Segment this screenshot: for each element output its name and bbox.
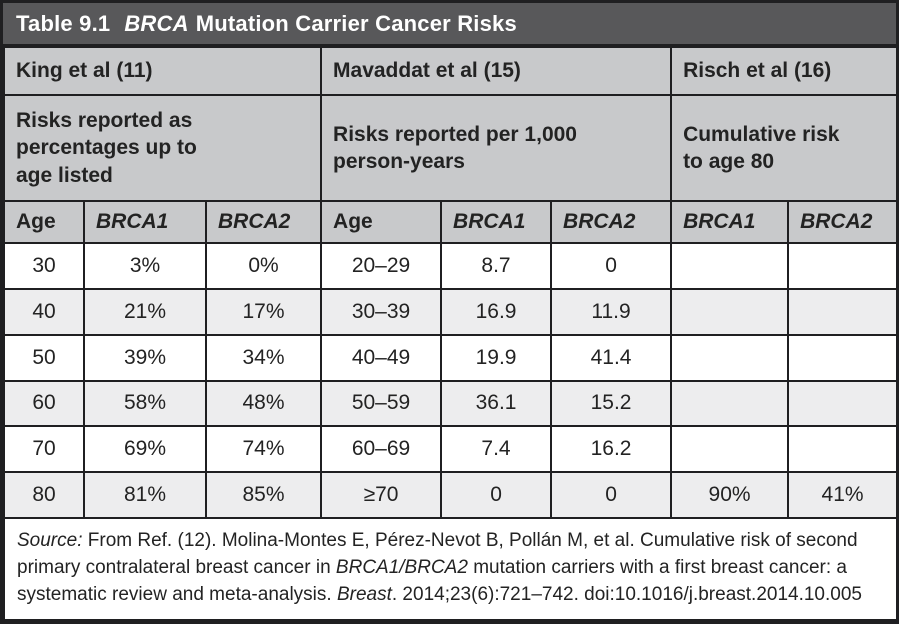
study-group-row: King et al (11) Mavaddat et al (15) Risc… bbox=[2, 46, 899, 96]
table-cell: 0 bbox=[440, 471, 553, 520]
table-cell: 41% bbox=[787, 471, 899, 520]
table-title-text: Mutation Carrier Cancer Risks bbox=[195, 10, 517, 36]
table-cell: 39% bbox=[83, 333, 207, 382]
table-cell: 0 bbox=[550, 242, 673, 290]
table-cell: 16.9 bbox=[440, 287, 553, 336]
table-cell: 19.9 bbox=[440, 333, 553, 382]
table-cell bbox=[787, 287, 899, 336]
table-cell: 3% bbox=[83, 242, 207, 290]
table-cell: 21% bbox=[83, 287, 207, 336]
table-cell: 69% bbox=[83, 425, 207, 474]
table-cell: ≥70 bbox=[320, 471, 443, 520]
table-number: Table 9.1 bbox=[16, 10, 111, 36]
table-cell bbox=[787, 333, 899, 382]
column-header-brca1-risch: BRCA1 bbox=[670, 200, 790, 244]
table-title-gene: BRCA bbox=[124, 10, 189, 36]
table-cell bbox=[787, 379, 899, 428]
table-cell: 81% bbox=[83, 471, 207, 520]
table-row: 40 21% 17% 30–39 16.9 11.9 bbox=[3, 287, 899, 336]
source-segment: mutation carriers with a first breast ca… bbox=[17, 557, 848, 606]
table-cell: 41.4 bbox=[550, 333, 673, 382]
table-cell: 11.9 bbox=[550, 287, 673, 336]
group-header-mavaddat: Mavaddat et al (15) bbox=[320, 46, 673, 96]
column-header-brca1-king: BRCA1 bbox=[83, 200, 207, 244]
table-cell: 30 bbox=[3, 242, 85, 290]
table-cell: 7.4 bbox=[440, 425, 553, 474]
column-header-brca2-king: BRCA2 bbox=[204, 200, 323, 244]
table-cell: 16.2 bbox=[550, 425, 673, 474]
table-cell: 36.1 bbox=[440, 379, 553, 428]
table-cell: 90% bbox=[670, 471, 790, 520]
table-cell: 15.2 bbox=[550, 379, 673, 428]
source-segment: Source: bbox=[17, 530, 83, 552]
table-cell bbox=[787, 242, 899, 290]
table-cell: 40–49 bbox=[320, 333, 443, 382]
table-cell: 20–29 bbox=[320, 242, 443, 290]
table-title-bar: Table 9.1 BRCA Mutation Carrier Cancer R… bbox=[3, 3, 896, 46]
table-cell: 48% bbox=[204, 379, 323, 428]
table-cell: 30–39 bbox=[320, 287, 443, 336]
table-cell bbox=[787, 425, 899, 474]
table-cell: 0 bbox=[550, 471, 673, 520]
table-row: 60 58% 48% 50–59 36.1 15.2 bbox=[3, 379, 899, 428]
source-text: Source: From Ref. (12). Molina-Montes E,… bbox=[2, 517, 899, 621]
table-cell: 85% bbox=[204, 471, 323, 520]
column-header-brca1-mavaddat: BRCA1 bbox=[440, 200, 553, 244]
table-cell bbox=[670, 425, 790, 474]
group-header-risch: Risch et al (16) bbox=[670, 46, 899, 96]
brca-risk-table: King et al (11) Mavaddat et al (15) Risc… bbox=[2, 46, 899, 621]
column-header-age-mavaddat: Age bbox=[320, 200, 443, 244]
source-row: Source: From Ref. (12). Molina-Montes E,… bbox=[2, 517, 899, 621]
source-segment: BRCA1/BRCA2 bbox=[335, 557, 468, 579]
table-cell: 70 bbox=[3, 425, 85, 474]
table-body: 30 3% 0% 20–29 8.7 0 40 21% 17% 30–39 16.9 11.9 50 39… bbox=[3, 242, 899, 520]
group-description-mavaddat: Risks reported per 1,000 person-years bbox=[320, 94, 673, 202]
table-cell: 8.7 bbox=[440, 242, 553, 290]
column-header-row: Age BRCA1 BRCA2 Age BRCA1 BRCA2 BRCA1 BR… bbox=[3, 200, 899, 244]
group-description-risch: Cumulative risk to age 80 bbox=[670, 94, 899, 202]
table-row: 70 69% 74% 60–69 7.4 16.2 bbox=[3, 425, 899, 474]
table-row: 30 3% 0% 20–29 8.7 0 bbox=[3, 242, 899, 290]
source-segment: From Ref. (12). Molina-Montes E, Pérez-N… bbox=[17, 530, 858, 579]
table-cell: 50 bbox=[3, 333, 85, 382]
table-row: 50 39% 34% 40–49 19.9 41.4 bbox=[3, 333, 899, 382]
table-cell bbox=[670, 333, 790, 382]
source-segment: Breast bbox=[336, 584, 392, 606]
table-cell: 58% bbox=[83, 379, 207, 428]
table-cell bbox=[670, 287, 790, 336]
table-cell: 17% bbox=[204, 287, 323, 336]
table-cell: 60 bbox=[3, 379, 85, 428]
column-header-brca2-risch: BRCA2 bbox=[787, 200, 899, 244]
table-cell bbox=[670, 242, 790, 290]
group-description-king: Risks reported as percentages up to age … bbox=[2, 94, 323, 202]
table-row: 80 81% 85% ≥70 0 0 90% 41% bbox=[3, 471, 899, 520]
column-header-age-king: Age bbox=[3, 200, 85, 244]
table-cell: 74% bbox=[204, 425, 323, 474]
table-cell: 60–69 bbox=[320, 425, 443, 474]
study-description-row: Risks reported as percentages up to age … bbox=[2, 94, 899, 202]
group-header-king: King et al (11) bbox=[2, 46, 323, 96]
table-cell bbox=[670, 379, 790, 428]
table-cell: 34% bbox=[204, 333, 323, 382]
table-cell: 80 bbox=[3, 471, 85, 520]
table-cell: 0% bbox=[204, 242, 323, 290]
table-cell: 50–59 bbox=[320, 379, 443, 428]
source-segment: . 2014;23(6):721–742. doi:10.1016/j.brea… bbox=[391, 584, 862, 606]
table-cell: 40 bbox=[3, 287, 85, 336]
column-header-brca2-mavaddat: BRCA2 bbox=[550, 200, 673, 244]
